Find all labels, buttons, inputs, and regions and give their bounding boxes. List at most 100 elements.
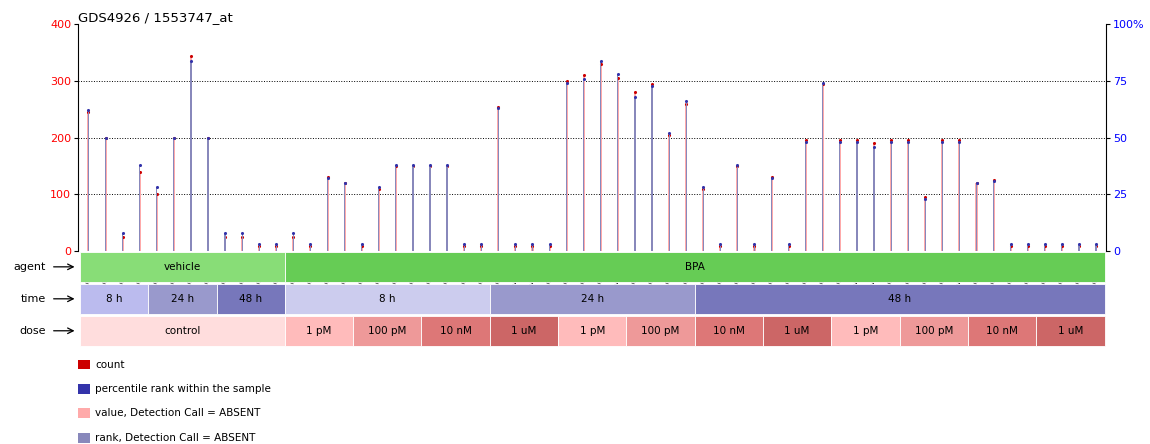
Text: 10 nM: 10 nM: [713, 326, 745, 336]
Point: [933, 137, 951, 144]
Bar: [497, 107, 499, 251]
Bar: [259, 246, 260, 251]
Bar: [695, 284, 1105, 314]
Point: [695, 185, 713, 192]
Bar: [105, 138, 107, 251]
Point: [899, 139, 918, 146]
Bar: [259, 244, 260, 251]
Text: 10 nM: 10 nM: [439, 326, 472, 336]
Bar: [463, 244, 465, 251]
Point: [421, 163, 439, 170]
Point: [967, 179, 986, 186]
Bar: [413, 165, 414, 251]
Bar: [1061, 244, 1063, 251]
Bar: [1095, 246, 1097, 251]
Bar: [309, 244, 310, 251]
Bar: [344, 183, 345, 251]
Bar: [668, 135, 670, 251]
Bar: [770, 178, 772, 251]
Bar: [1036, 316, 1105, 346]
Bar: [293, 233, 294, 251]
Point: [199, 134, 217, 141]
Point: [728, 163, 746, 170]
Bar: [651, 84, 653, 251]
Point: [660, 131, 678, 139]
Bar: [412, 166, 414, 251]
Bar: [1079, 244, 1080, 251]
Bar: [976, 183, 978, 251]
Point: [233, 229, 252, 236]
Bar: [753, 246, 756, 251]
Point: [745, 241, 764, 248]
Point: [301, 243, 320, 250]
Bar: [190, 61, 192, 251]
Point: [780, 241, 798, 248]
Bar: [87, 112, 90, 251]
Text: 48 h: 48 h: [888, 294, 911, 304]
Point: [233, 233, 252, 240]
Bar: [429, 166, 431, 251]
Point: [267, 241, 285, 248]
Point: [882, 139, 900, 146]
Bar: [890, 140, 892, 251]
Point: [762, 174, 781, 181]
Bar: [627, 316, 695, 346]
Bar: [172, 138, 175, 251]
Point: [147, 191, 166, 198]
Text: control: control: [164, 326, 200, 336]
Point: [216, 229, 235, 236]
Point: [695, 184, 713, 191]
Text: 1 pM: 1 pM: [580, 326, 605, 336]
Point: [369, 185, 388, 192]
Bar: [139, 165, 140, 251]
Bar: [139, 172, 140, 251]
Point: [984, 177, 1003, 184]
Point: [319, 175, 337, 182]
Bar: [122, 233, 123, 251]
Bar: [1027, 246, 1029, 251]
Bar: [105, 138, 106, 251]
Point: [608, 71, 627, 78]
Point: [455, 241, 474, 248]
Point: [917, 195, 935, 202]
Bar: [378, 187, 380, 251]
Point: [319, 174, 337, 181]
Bar: [532, 244, 534, 251]
Bar: [353, 316, 421, 346]
Point: [643, 82, 661, 89]
Text: 100 pM: 100 pM: [642, 326, 680, 336]
Bar: [242, 233, 243, 251]
Point: [164, 134, 183, 141]
Bar: [1096, 244, 1097, 251]
Bar: [925, 199, 926, 251]
Bar: [583, 75, 584, 251]
Point: [626, 93, 644, 100]
Text: 100 pM: 100 pM: [368, 326, 406, 336]
Point: [79, 109, 98, 116]
Point: [797, 137, 815, 144]
Bar: [285, 284, 490, 314]
Bar: [1060, 246, 1063, 251]
Bar: [327, 178, 328, 251]
Bar: [788, 246, 790, 251]
Point: [472, 241, 490, 248]
Bar: [276, 244, 277, 251]
Text: 1 uM: 1 uM: [512, 326, 537, 336]
Point: [1070, 241, 1088, 248]
Point: [1052, 241, 1071, 248]
Bar: [737, 165, 738, 251]
Point: [421, 161, 439, 168]
Bar: [566, 83, 567, 251]
Bar: [558, 316, 627, 346]
Bar: [396, 165, 397, 251]
Point: [882, 137, 900, 144]
Bar: [634, 92, 636, 251]
Bar: [840, 142, 841, 251]
Bar: [344, 183, 346, 251]
Point: [79, 107, 98, 114]
Bar: [600, 64, 601, 251]
Point: [1070, 243, 1088, 250]
Point: [404, 161, 422, 168]
Bar: [822, 83, 823, 251]
Point: [1019, 243, 1037, 250]
